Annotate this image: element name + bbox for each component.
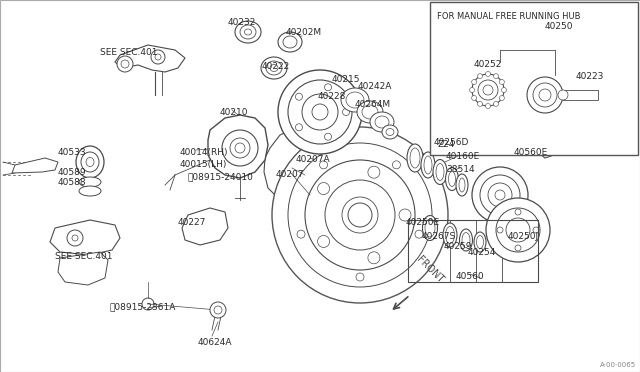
Circle shape: [486, 71, 490, 77]
Text: SEE SEC.401: SEE SEC.401: [55, 252, 113, 261]
Circle shape: [472, 80, 477, 84]
Text: Ⓥ08915-24010: Ⓥ08915-24010: [188, 172, 254, 181]
Ellipse shape: [433, 160, 447, 185]
Circle shape: [117, 56, 133, 72]
Circle shape: [67, 230, 83, 246]
Text: 40014(RH): 40014(RH): [180, 148, 228, 157]
Bar: [430, 2, 638, 155]
Text: 40232: 40232: [228, 18, 257, 27]
Ellipse shape: [76, 146, 104, 178]
Text: Ⓥ08915-2361A: Ⓥ08915-2361A: [110, 302, 177, 311]
Ellipse shape: [474, 232, 486, 252]
Text: 40250: 40250: [545, 22, 573, 31]
Text: 40560: 40560: [456, 272, 484, 281]
Text: FRONT: FRONT: [415, 254, 445, 285]
Text: 40228: 40228: [318, 92, 346, 101]
Ellipse shape: [79, 186, 101, 196]
Text: 40533: 40533: [58, 148, 86, 157]
Text: 40160E: 40160E: [446, 152, 480, 161]
Text: FOR MANUAL FREE RUNNING HUB: FOR MANUAL FREE RUNNING HUB: [437, 12, 580, 21]
Polygon shape: [532, 118, 578, 158]
Text: SEE SEC.401: SEE SEC.401: [100, 48, 157, 57]
Circle shape: [278, 70, 362, 154]
Text: 40560E: 40560E: [514, 148, 548, 157]
Ellipse shape: [370, 112, 394, 132]
Ellipse shape: [357, 101, 383, 123]
Text: A·00·0065: A·00·0065: [600, 362, 636, 368]
Polygon shape: [58, 252, 108, 285]
Ellipse shape: [421, 152, 435, 178]
Ellipse shape: [445, 167, 458, 190]
Circle shape: [222, 130, 258, 166]
Text: 40223: 40223: [576, 72, 604, 81]
Text: 40256D: 40256D: [434, 138, 469, 147]
Circle shape: [502, 87, 506, 93]
Polygon shape: [50, 220, 120, 255]
Text: 40202M: 40202M: [286, 28, 322, 37]
Circle shape: [151, 50, 165, 64]
Ellipse shape: [382, 125, 398, 139]
Circle shape: [527, 77, 563, 113]
Circle shape: [472, 74, 504, 106]
Ellipse shape: [235, 21, 261, 43]
Circle shape: [493, 74, 499, 78]
Circle shape: [499, 96, 504, 100]
Ellipse shape: [460, 229, 472, 251]
Polygon shape: [182, 208, 228, 245]
Circle shape: [486, 103, 490, 109]
Text: 40227: 40227: [178, 218, 206, 227]
Text: 40250E: 40250E: [406, 218, 440, 227]
Ellipse shape: [407, 144, 423, 172]
Text: 40215: 40215: [332, 75, 360, 84]
Polygon shape: [12, 158, 58, 173]
Text: 40254: 40254: [468, 248, 497, 257]
Ellipse shape: [79, 177, 101, 187]
Ellipse shape: [278, 32, 302, 52]
Circle shape: [558, 90, 568, 100]
Circle shape: [477, 101, 483, 106]
Text: 38514: 38514: [446, 165, 475, 174]
Circle shape: [499, 80, 504, 84]
Ellipse shape: [456, 174, 468, 196]
Text: 40259: 40259: [444, 242, 472, 251]
Circle shape: [472, 167, 528, 223]
Bar: [408, 220, 538, 282]
Text: 40250J: 40250J: [508, 232, 539, 241]
Circle shape: [486, 198, 550, 262]
Polygon shape: [208, 115, 268, 178]
Ellipse shape: [261, 57, 287, 79]
Circle shape: [210, 302, 226, 318]
Text: 40015(LH): 40015(LH): [180, 160, 227, 169]
Text: 40207: 40207: [276, 170, 305, 179]
Circle shape: [472, 96, 477, 100]
Ellipse shape: [422, 215, 438, 241]
Text: 40242A: 40242A: [358, 82, 392, 91]
Text: 40252: 40252: [474, 60, 502, 69]
Text: 40624A: 40624A: [198, 338, 232, 347]
Ellipse shape: [443, 223, 457, 247]
Polygon shape: [264, 125, 340, 202]
Text: 40207A: 40207A: [296, 155, 331, 164]
Text: 40588: 40588: [58, 178, 86, 187]
Bar: [563, 90, 598, 100]
Circle shape: [493, 101, 499, 106]
Text: 40210: 40210: [220, 108, 248, 117]
Circle shape: [477, 74, 483, 78]
Text: 40222: 40222: [262, 62, 291, 71]
Text: Z24: Z24: [438, 140, 456, 149]
Ellipse shape: [341, 88, 369, 112]
Text: 40267S: 40267S: [422, 232, 456, 241]
Text: 40589: 40589: [58, 168, 86, 177]
Circle shape: [272, 127, 448, 303]
Circle shape: [155, 54, 161, 60]
Polygon shape: [115, 45, 185, 72]
Circle shape: [470, 87, 474, 93]
Text: 40264M: 40264M: [355, 100, 391, 109]
